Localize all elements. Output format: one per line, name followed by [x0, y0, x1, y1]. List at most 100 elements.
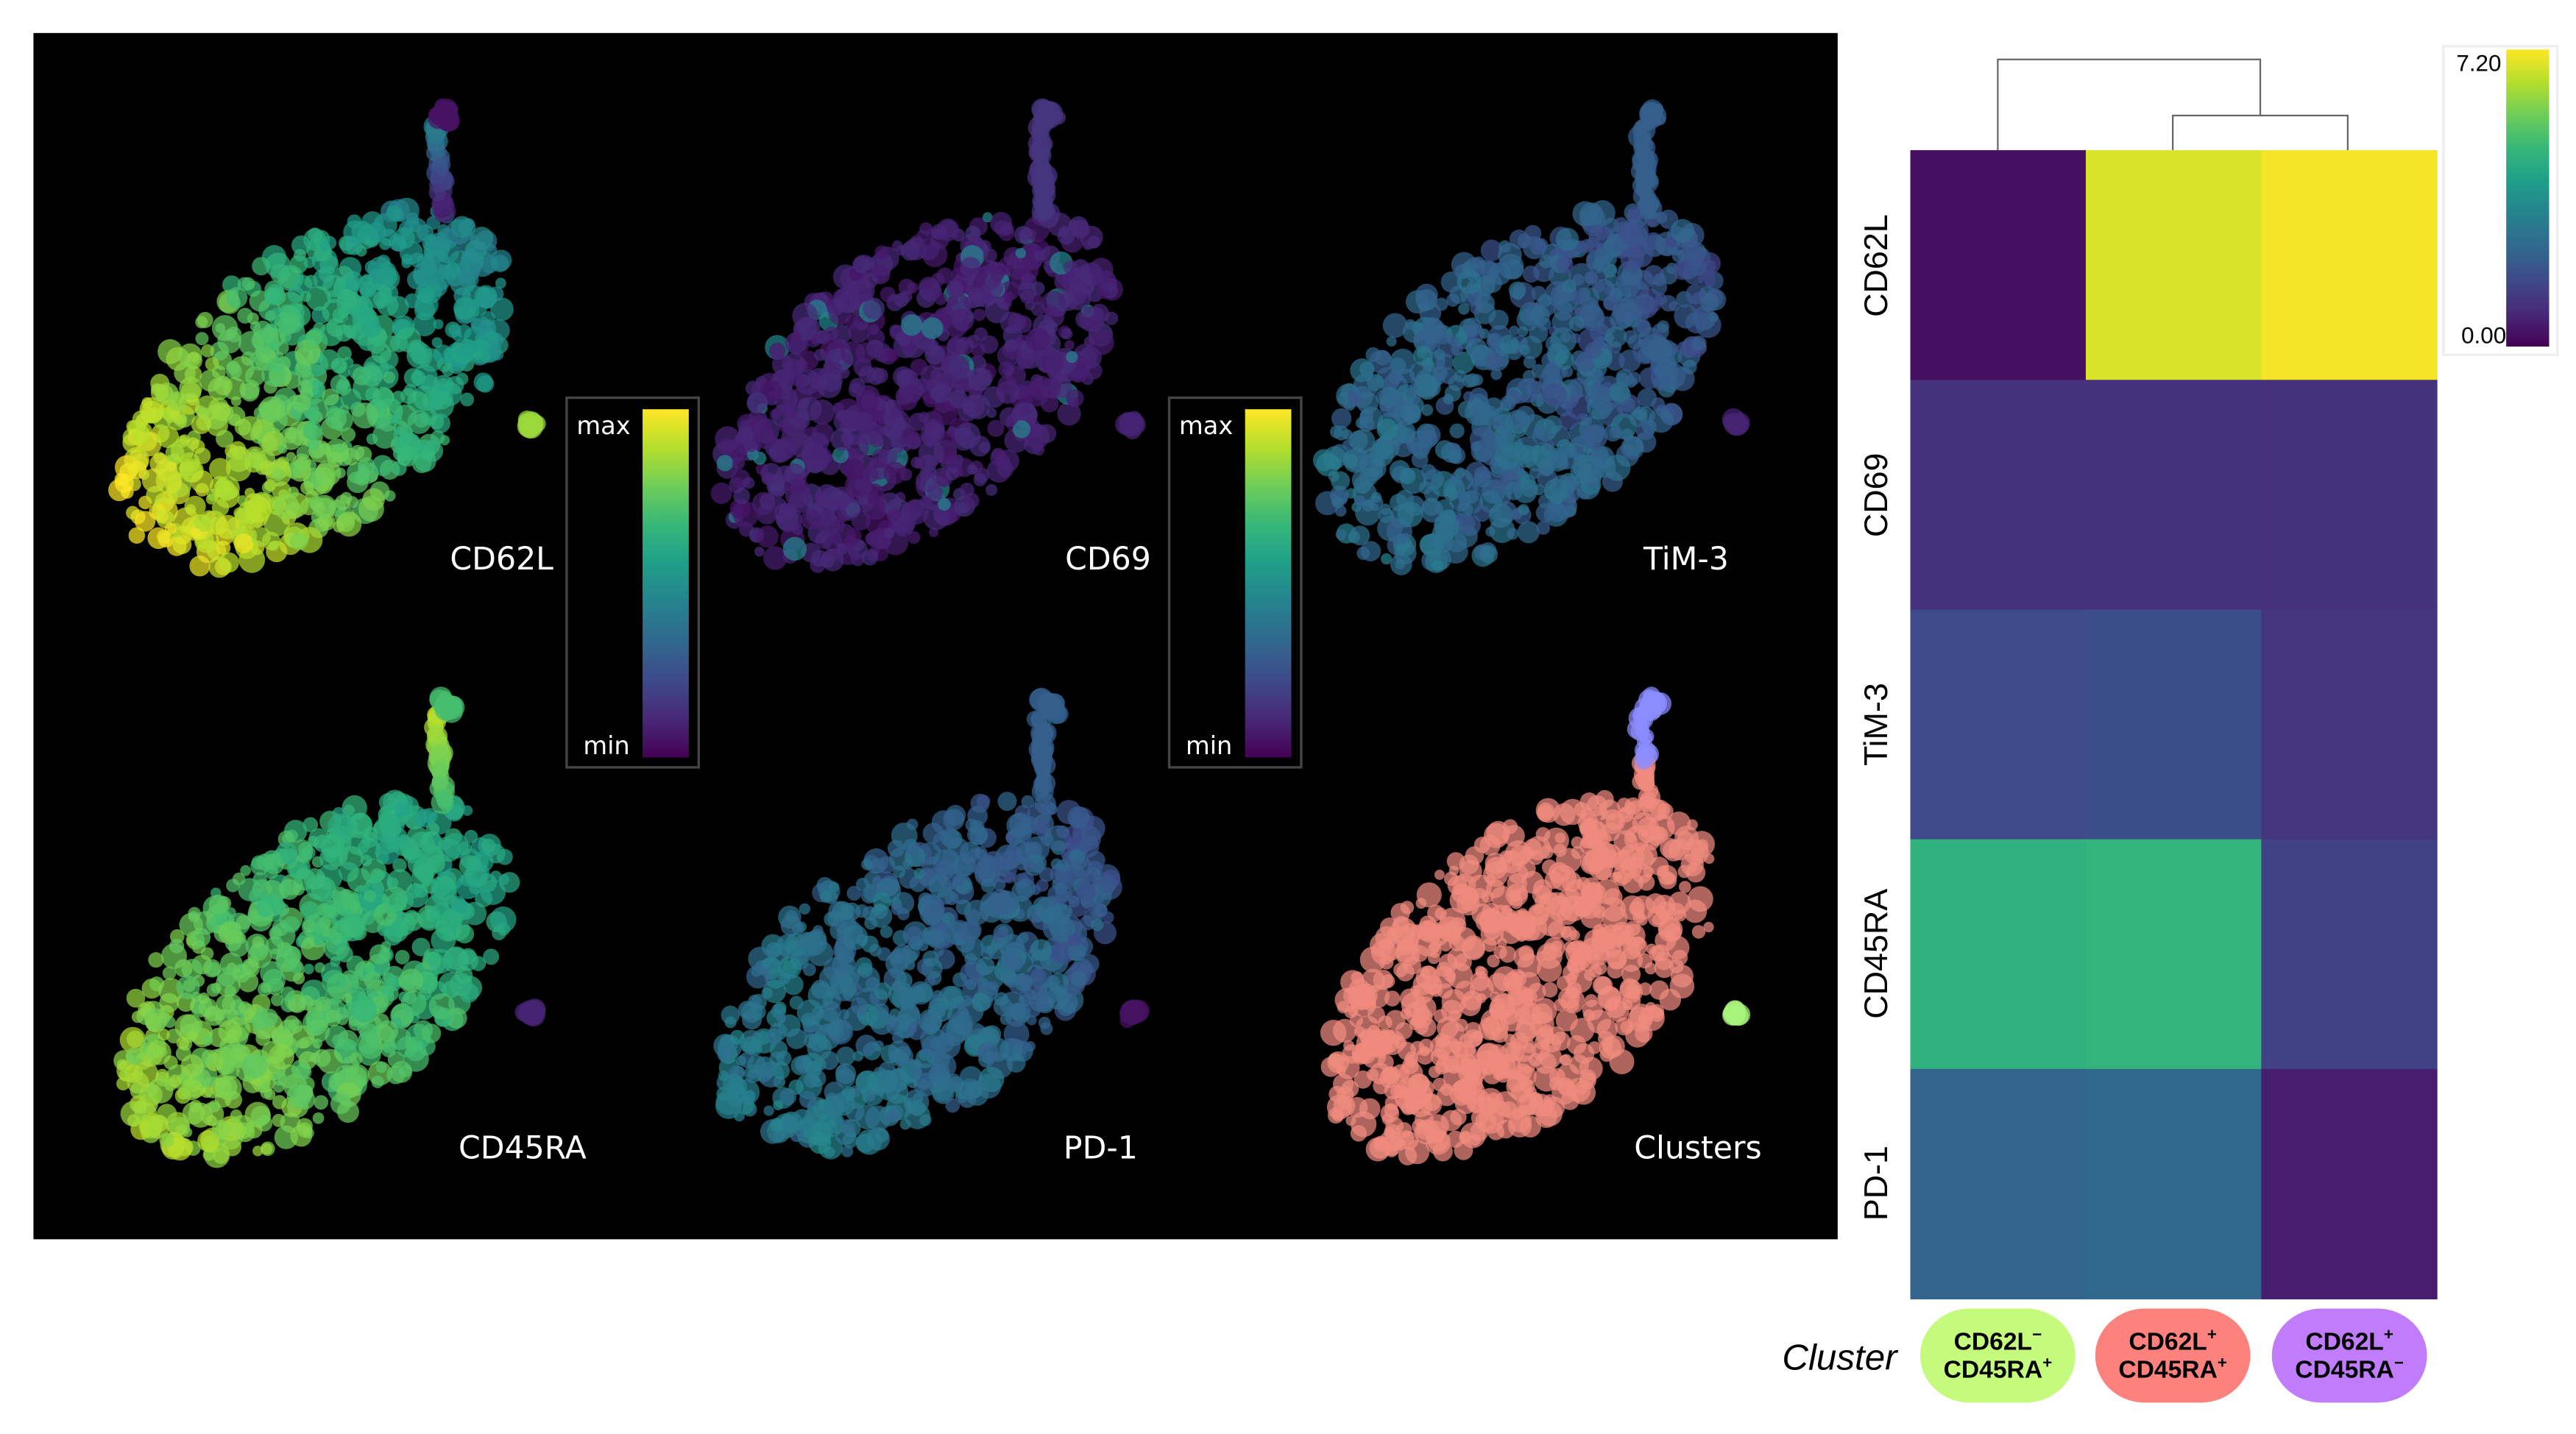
cell-point: [1698, 270, 1716, 288]
cell-point: [994, 992, 1009, 1007]
cell-point: [1638, 150, 1659, 170]
cell-point: [283, 916, 300, 934]
cell-point: [1416, 1079, 1434, 1098]
cell-point: [1331, 496, 1344, 508]
cell-point: [1539, 255, 1553, 269]
cell-point: [1556, 447, 1579, 469]
cell-point: [715, 1092, 742, 1119]
cell-point: [252, 936, 265, 948]
cell-point: [1508, 281, 1526, 299]
cell-point: [999, 407, 1019, 427]
cell-point: [211, 402, 231, 421]
cell-point: [1461, 261, 1474, 274]
cell-point: [831, 976, 856, 1001]
cell-point: [883, 408, 903, 428]
cell-point: [980, 878, 996, 893]
cell-point: [1529, 467, 1540, 480]
cell-point: [314, 1095, 329, 1110]
cell-point: [743, 477, 755, 489]
cell-point: [244, 487, 255, 498]
cell-point: [433, 344, 453, 365]
cell-point: [268, 1043, 294, 1070]
cell-point: [1437, 983, 1453, 999]
cell-point: [1038, 867, 1054, 882]
cell-point: [1651, 397, 1666, 411]
cell-point: [893, 366, 913, 387]
cell-point: [300, 387, 314, 402]
cell-point: [1636, 320, 1651, 334]
cell-point: [290, 1124, 313, 1147]
cell-point: [1400, 1007, 1412, 1020]
cell-point: [1687, 819, 1698, 831]
cell-point: [1479, 834, 1501, 856]
cell-point: [1034, 969, 1047, 982]
cell-point: [1029, 688, 1052, 711]
cell-point: [907, 282, 919, 294]
cell-point: [1067, 806, 1090, 828]
cell-point: [984, 299, 1010, 324]
cell-point: [132, 425, 151, 444]
cell-point: [1466, 338, 1487, 360]
cell-point: [394, 949, 410, 965]
cell-point: [273, 494, 300, 520]
cell-point: [988, 889, 1012, 912]
cell-point: [188, 352, 199, 363]
cell-point: [128, 527, 146, 544]
cell-point: [250, 1105, 271, 1126]
cell-point: [942, 305, 953, 317]
cell-point: [1320, 1020, 1347, 1046]
cell-point: [481, 838, 496, 853]
cell-point: [1083, 336, 1094, 347]
cell-point: [938, 497, 951, 511]
cell-point: [428, 993, 456, 1020]
cell-point: [330, 932, 343, 945]
cell-point: [499, 872, 520, 893]
cell-point: [1381, 553, 1393, 565]
cell-point: [1084, 899, 1096, 911]
cell-point: [855, 1134, 875, 1153]
cell-point: [1040, 377, 1061, 399]
cell-point: [1375, 389, 1391, 405]
cell-point: [757, 503, 778, 525]
cell-point: [228, 1122, 247, 1140]
cell-point: [330, 409, 353, 432]
cell-point: [1412, 973, 1434, 995]
cell-point: [208, 1100, 221, 1112]
cell-point: [818, 508, 837, 527]
cell-point: [776, 508, 799, 531]
cell-point: [1538, 293, 1552, 308]
cell-point: [1431, 1048, 1449, 1066]
cell-point: [1462, 937, 1485, 961]
cell-point: [523, 1001, 542, 1021]
cell-point: [1666, 238, 1677, 249]
cell-point: [1041, 909, 1056, 925]
cell-point: [428, 392, 454, 419]
cell-point: [352, 402, 378, 429]
cell-point: [933, 1070, 952, 1090]
cell-point: [265, 252, 291, 278]
cell-point: [1420, 464, 1437, 480]
cell-point: [232, 968, 244, 980]
cell-point: [959, 1021, 972, 1034]
cell-point: [439, 909, 463, 932]
cell-point: [1627, 936, 1648, 957]
cell-point: [1434, 349, 1446, 361]
cell-point: [369, 944, 390, 965]
cell-point: [1648, 408, 1674, 433]
cell-point: [1080, 869, 1099, 888]
cell-point: [1602, 252, 1617, 266]
cell-point: [1350, 358, 1374, 383]
cell-point: [343, 220, 367, 244]
cell-point: [874, 1003, 889, 1018]
cell-point: [347, 914, 367, 932]
cell-point: [1341, 1079, 1359, 1098]
cell-point: [175, 1137, 194, 1157]
cell-point: [977, 854, 997, 875]
cell-point: [883, 527, 895, 539]
cell-point: [1351, 469, 1374, 491]
cell-point: [1048, 973, 1069, 993]
cell-point: [461, 285, 486, 308]
cell-point: [1030, 939, 1052, 961]
cell-point: [1085, 362, 1103, 380]
cell-point: [407, 391, 429, 413]
